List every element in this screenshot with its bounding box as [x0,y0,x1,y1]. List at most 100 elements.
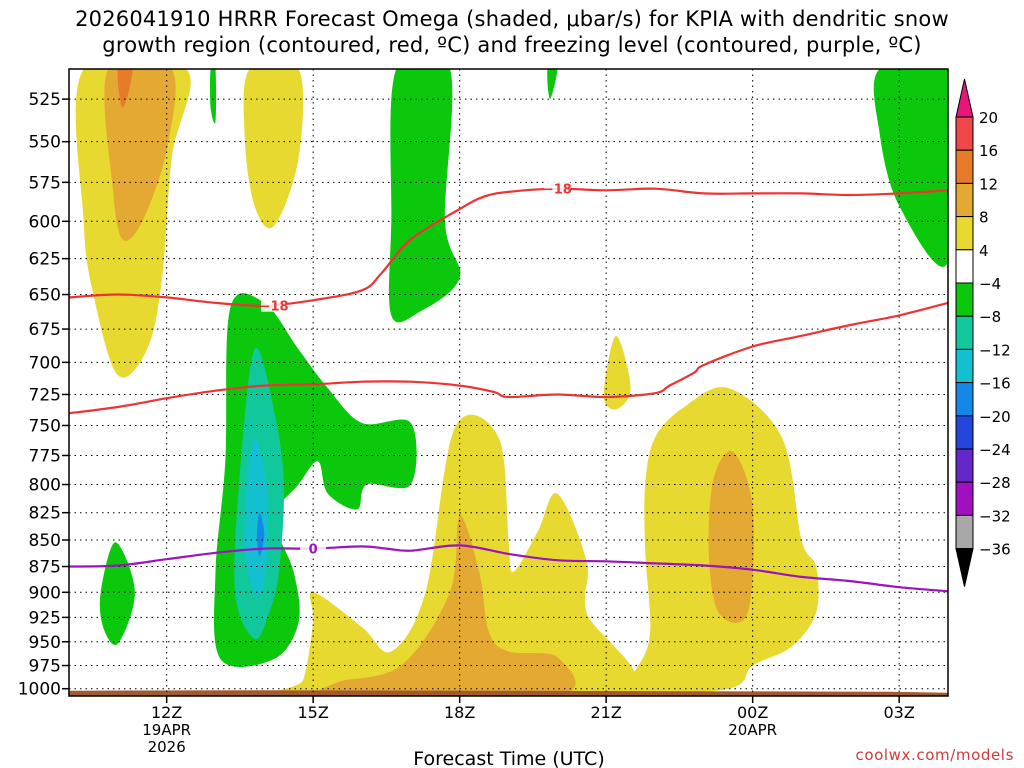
colorbar-segment-13 [955,514,974,550]
dgz-contour-label-2-group: −18 [543,180,572,198]
x-tick-label-12Z: 12Z [151,703,182,722]
colorbar-label-11: −24 [979,441,1011,459]
colorbar-segment-9 [955,382,974,417]
colorbar: 20 16 12 8 4 −4 −8 −12 −16 −20 −24 −28 −32 −36 [955,78,1011,587]
y-tick-label-750: 750 [29,416,61,436]
colorbar-label-6: −4 [979,275,1001,293]
y-tick-label-575: 575 [29,173,61,193]
y-tick-label-850: 850 [29,531,61,551]
colorbar-segment-4 [955,216,974,251]
x-tick-label-03Z: 03Z [884,703,915,722]
x-tick-date-00Z: 20APR [728,721,777,739]
omega-region-8 [873,69,948,267]
site-credit: coolwx.com/models [855,746,1014,764]
colorbar-label-4: 8 [979,209,989,227]
x-tick-label-15Z: 15Z [298,703,329,722]
colorbar-segment-11 [955,448,974,483]
x-tick-date-12Z: 19APR [142,721,191,739]
colorbar-label-13: −32 [979,507,1011,525]
y-tick-label-725: 725 [29,385,61,405]
dgz-contour-label-1-bg [261,297,288,312]
y-tick-label-800: 800 [29,476,61,496]
y-tick-label-925: 925 [29,608,61,628]
colorbar-segment-2 [955,149,974,184]
omega-region-11 [244,437,269,598]
colorbar-top-arrow [955,78,974,118]
colorbar-label-3: 12 [979,175,998,193]
omega-region-13 [99,542,135,646]
y-tick-label-700: 700 [29,353,61,373]
colorbar-label-9: −16 [979,375,1011,393]
temperature-contours [69,187,948,593]
colorbar-bottom-arrow [955,548,974,587]
colorbar-segment-8 [955,348,974,384]
y-tick-label-675: 675 [29,320,61,340]
y-tick-label-975: 975 [29,657,61,677]
omega-region-18 [603,335,631,410]
dgz-contour-label-2: −18 [543,183,572,198]
omega-shading [75,69,948,696]
y-tick-label-775: 775 [29,446,61,466]
colorbar-segment-7 [955,315,974,350]
y-axis: 525 550 575 600 625 650 675 700 725 750 775 800 825 8… [18,90,69,700]
chart-title-line-1: 2026041910 HRRR Forecast Omega (shaded, … [75,7,949,31]
omega-region-17 [708,451,754,624]
freezing-level-label-group: 0 [300,540,327,558]
x-tick-label-21Z: 21Z [591,703,622,722]
chart-title: 2026041910 HRRR Forecast Omega (shaded, … [0,6,1024,58]
colorbar-label-10: −20 [979,408,1011,426]
y-tick-label-1000: 1000 [18,680,61,700]
dgz-contour-line-1 [69,187,948,307]
y-tick-label-650: 650 [29,286,61,306]
colorbar-label-12: −28 [979,474,1011,492]
dgz-contour-label-2-bg [544,180,571,195]
omega-region-14 [268,414,638,696]
x-axis-label: Forecast Time (UTC) [413,748,604,768]
colorbar-label-14: −36 [979,541,1011,559]
x-tick-year-12Z: 2026 [148,738,186,756]
colorbar-segment-1 [955,116,974,151]
freezing-level-label: 0 [309,543,318,558]
omega-region-16 [318,515,576,696]
colorbar-segment-10 [955,415,974,450]
colorbar-segment-12 [955,481,974,516]
omega-region-12 [257,512,265,556]
colorbar-segment-3 [955,182,974,218]
plot-frame [68,68,949,697]
omega-region-7 [547,69,558,100]
colorbar-label-5: 4 [979,242,989,260]
freezing-level-line [69,544,948,593]
omega-region-2 [104,69,176,241]
colorbar-label-2: 16 [979,142,998,160]
omega-region-4 [243,69,304,229]
dgz-contour-label-1: −18 [260,300,289,315]
x-tick-label-18Z: 18Z [444,703,475,722]
y-tick-label-900: 900 [29,583,61,603]
x-tick-label-00Z: 00Z [737,703,768,722]
grid-lines [69,69,948,696]
y-tick-label-625: 625 [29,250,61,270]
y-tick-label-875: 875 [29,558,61,578]
ground-surface [69,690,948,696]
y-tick-label-525: 525 [29,90,61,110]
contour-labels: −18 −18 0 [260,180,572,558]
ground-strip [69,690,948,696]
freezing-level-label-bg [300,540,327,555]
chart-title-line-2: growth region (contoured, red, ºC) and f… [102,33,922,57]
colorbar-segment-5 [955,249,974,284]
y-tick-label-825: 825 [29,504,61,524]
omega-region-5 [210,69,217,124]
y-tick-label-600: 600 [29,212,61,232]
omega-region-6 [388,69,461,323]
y-tick-label-950: 950 [29,633,61,653]
dgz-contour-line-2 [69,301,948,415]
dgz-contour-label-1-group: −18 [260,297,289,315]
omega-region-3 [117,69,133,108]
colorbar-label-1: 20 [979,109,998,127]
colorbar-segment-6 [955,282,974,317]
colorbar-label-8: −12 [979,341,1011,359]
colorbar-label-7: −8 [979,308,1001,326]
y-tick-label-550: 550 [29,133,61,153]
